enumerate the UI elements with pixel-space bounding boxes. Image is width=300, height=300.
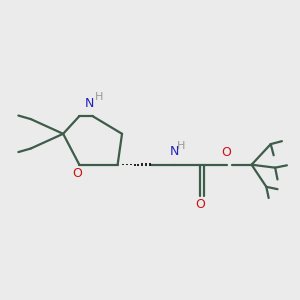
Text: N: N xyxy=(84,97,94,110)
Text: H: H xyxy=(95,92,103,102)
Text: O: O xyxy=(73,167,82,180)
Text: O: O xyxy=(221,146,231,159)
Text: N: N xyxy=(170,145,179,158)
Text: H: H xyxy=(177,141,186,151)
Text: O: O xyxy=(196,198,206,211)
